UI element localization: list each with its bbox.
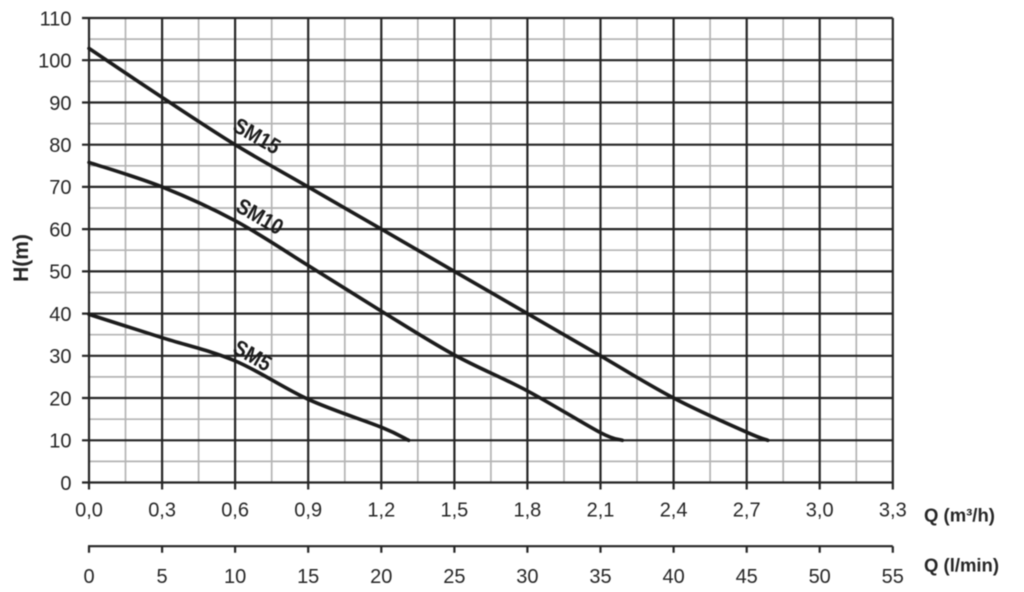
svg-text:70: 70 [49,177,71,199]
svg-text:3,3: 3,3 [879,500,907,522]
svg-text:5: 5 [157,566,168,588]
svg-text:0: 0 [60,473,71,495]
svg-text:50: 50 [49,262,71,284]
svg-text:Q (m³/h): Q (m³/h) [924,504,995,525]
svg-text:80: 80 [49,135,71,157]
svg-text:0,6: 0,6 [221,500,249,522]
svg-text:2,7: 2,7 [733,500,761,522]
svg-text:25: 25 [443,566,465,588]
svg-text:40: 40 [49,304,71,326]
svg-text:45: 45 [736,566,758,588]
svg-text:15: 15 [297,566,319,588]
svg-text:1,8: 1,8 [513,500,541,522]
svg-text:30: 30 [516,566,538,588]
svg-text:0: 0 [83,566,94,588]
svg-text:40: 40 [662,566,684,588]
svg-text:50: 50 [809,566,831,588]
svg-text:1,2: 1,2 [367,500,395,522]
svg-text:3,0: 3,0 [806,500,834,522]
svg-text:100: 100 [38,51,71,73]
svg-text:2,4: 2,4 [660,500,688,522]
svg-text:35: 35 [589,566,611,588]
svg-text:90: 90 [49,93,71,115]
svg-text:20: 20 [49,388,71,410]
svg-text:H(m): H(m) [10,234,33,282]
svg-text:10: 10 [49,431,71,453]
svg-text:10: 10 [224,566,246,588]
svg-text:Q (l/min): Q (l/min) [924,555,999,576]
svg-text:55: 55 [882,566,904,588]
svg-text:20: 20 [370,566,392,588]
svg-text:0,3: 0,3 [148,500,176,522]
svg-text:1,5: 1,5 [440,500,468,522]
svg-text:30: 30 [49,346,71,368]
svg-text:110: 110 [40,8,72,30]
svg-text:60: 60 [49,219,71,241]
svg-text:2,1: 2,1 [587,500,615,522]
svg-text:0,9: 0,9 [294,500,322,522]
svg-text:0,0: 0,0 [75,500,103,522]
